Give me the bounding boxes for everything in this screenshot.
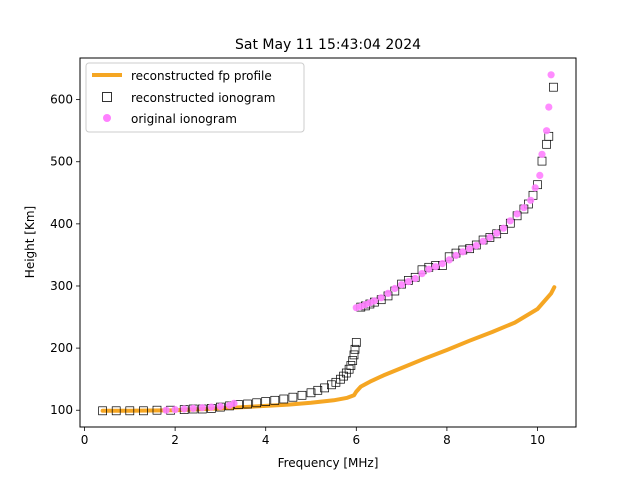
reconstructed-ionogram-point bbox=[125, 406, 135, 416]
original-ionogram-point bbox=[171, 406, 179, 414]
y-tick-label: 100 bbox=[50, 403, 73, 417]
reconstructed-ionogram-point bbox=[243, 399, 252, 409]
x-tick-label: 0 bbox=[81, 433, 89, 447]
original-ionogram-point bbox=[513, 210, 521, 218]
reconstructed-ionogram-point bbox=[270, 395, 280, 405]
original-ionogram-point bbox=[486, 233, 494, 242]
reconstructed-ionogram-point bbox=[549, 82, 558, 92]
reconstructed-ionogram-point bbox=[339, 371, 348, 381]
reconstructed-ionogram-point bbox=[313, 385, 323, 395]
reconstructed-ionogram-point bbox=[98, 406, 107, 416]
original-ionogram-point bbox=[370, 297, 378, 305]
series-layer bbox=[98, 71, 558, 416]
original-ionogram-point bbox=[452, 251, 460, 260]
original-ionogram-point bbox=[230, 399, 238, 407]
x-axis-label: Frequency [MHz] bbox=[278, 456, 379, 470]
reconstructed-ionogram-point bbox=[252, 398, 262, 408]
original-ionogram-point bbox=[438, 260, 446, 268]
y-tick-label: 400 bbox=[50, 217, 73, 231]
reconstructed-ionogram-point bbox=[320, 383, 329, 393]
y-tick-label: 500 bbox=[50, 155, 73, 169]
reconstructed-ionogram-point bbox=[346, 361, 356, 370]
original-ionogram-point bbox=[472, 242, 480, 250]
original-ionogram-point bbox=[493, 229, 501, 237]
reconstructed-ionogram-point bbox=[139, 406, 148, 416]
original-ionogram-point bbox=[466, 245, 474, 253]
x-tick-label: 10 bbox=[530, 433, 545, 447]
reconstructed-ionogram-point bbox=[152, 405, 162, 415]
original-ionogram-point bbox=[162, 406, 170, 414]
original-ionogram-point bbox=[445, 256, 453, 264]
original-ionogram-point bbox=[404, 278, 412, 286]
reconstructed-ionogram-point bbox=[331, 377, 341, 387]
reconstructed-ionogram-point bbox=[350, 344, 360, 354]
reconstructed-ionogram-point bbox=[279, 394, 289, 404]
original-ionogram-point bbox=[545, 103, 553, 111]
original-ionogram-point bbox=[538, 150, 546, 158]
legend-label-original-ionogram: original ionogram bbox=[131, 112, 237, 126]
original-ionogram-point bbox=[398, 281, 406, 289]
reconstructed-ionogram-point bbox=[349, 350, 359, 360]
y-tick-label: 300 bbox=[50, 279, 73, 293]
reconstructed-ionogram-point bbox=[348, 356, 358, 365]
original-ionogram-point bbox=[543, 127, 551, 135]
original-ionogram-point bbox=[520, 204, 528, 212]
original-ionogram-point bbox=[425, 265, 433, 273]
legend-dot-swatch bbox=[103, 114, 111, 122]
legend-box bbox=[85, 62, 305, 133]
y-tick-label: 200 bbox=[50, 341, 73, 355]
original-ionogram-point bbox=[377, 294, 385, 302]
reconstructed-ionogram-point bbox=[288, 392, 298, 402]
original-ionogram-point bbox=[531, 184, 539, 192]
chart-title: Sat May 11 15:43:04 2024 bbox=[235, 37, 421, 53]
plot-frame bbox=[79, 57, 577, 428]
original-ionogram-point bbox=[547, 71, 555, 79]
ticks-layer: 0 2 4 6 8 10 100 200 300 400 500 600 bbox=[50, 93, 545, 447]
reconstructed-ionogram-point bbox=[306, 388, 316, 398]
x-tick-label: 8 bbox=[443, 433, 451, 447]
original-ionogram-point bbox=[479, 237, 487, 245]
reconstructed-ionogram-point bbox=[351, 338, 361, 347]
x-tick-label: 4 bbox=[262, 433, 270, 447]
original-ionogram-point bbox=[536, 171, 544, 179]
reconstructed-ionogram-point bbox=[297, 390, 307, 400]
original-ionogram-point bbox=[411, 274, 419, 283]
x-tick-label: 2 bbox=[171, 433, 179, 447]
original-ionogram-point bbox=[391, 284, 399, 293]
original-ionogram-point bbox=[189, 404, 197, 412]
x-tick-label: 6 bbox=[352, 433, 360, 447]
original-ionogram-point bbox=[207, 403, 215, 411]
original-ionogram-point bbox=[527, 196, 535, 204]
original-ionogram-point bbox=[506, 217, 514, 225]
original-ionogram-point bbox=[198, 404, 206, 412]
reconstructed-ionogram-point bbox=[336, 374, 345, 384]
legend-label-reconstructed-ionogram: reconstructed ionogram bbox=[131, 91, 275, 105]
original-ionogram-point bbox=[384, 289, 392, 297]
legend: reconstructed fp profile reconstructed i… bbox=[85, 62, 305, 133]
original-ionogram-point bbox=[432, 263, 440, 271]
legend-label-fp-profile: reconstructed fp profile bbox=[131, 69, 272, 83]
reconstructed-ionogram-point bbox=[111, 406, 121, 416]
reconstructed-ionogram-point bbox=[327, 380, 336, 390]
original-ionogram-point bbox=[418, 270, 426, 278]
original-ionogram-point bbox=[459, 248, 467, 256]
original-ionogram-point bbox=[216, 402, 224, 411]
y-axis-label: Height [Km] bbox=[23, 206, 37, 278]
original-ionogram-point bbox=[499, 224, 508, 232]
original-ionogram-point bbox=[180, 405, 188, 413]
legend-square-swatch bbox=[102, 92, 112, 102]
reconstructed-ionogram-point bbox=[261, 397, 271, 406]
fp-profile-line bbox=[100, 285, 557, 413]
y-tick-label: 600 bbox=[50, 93, 73, 107]
